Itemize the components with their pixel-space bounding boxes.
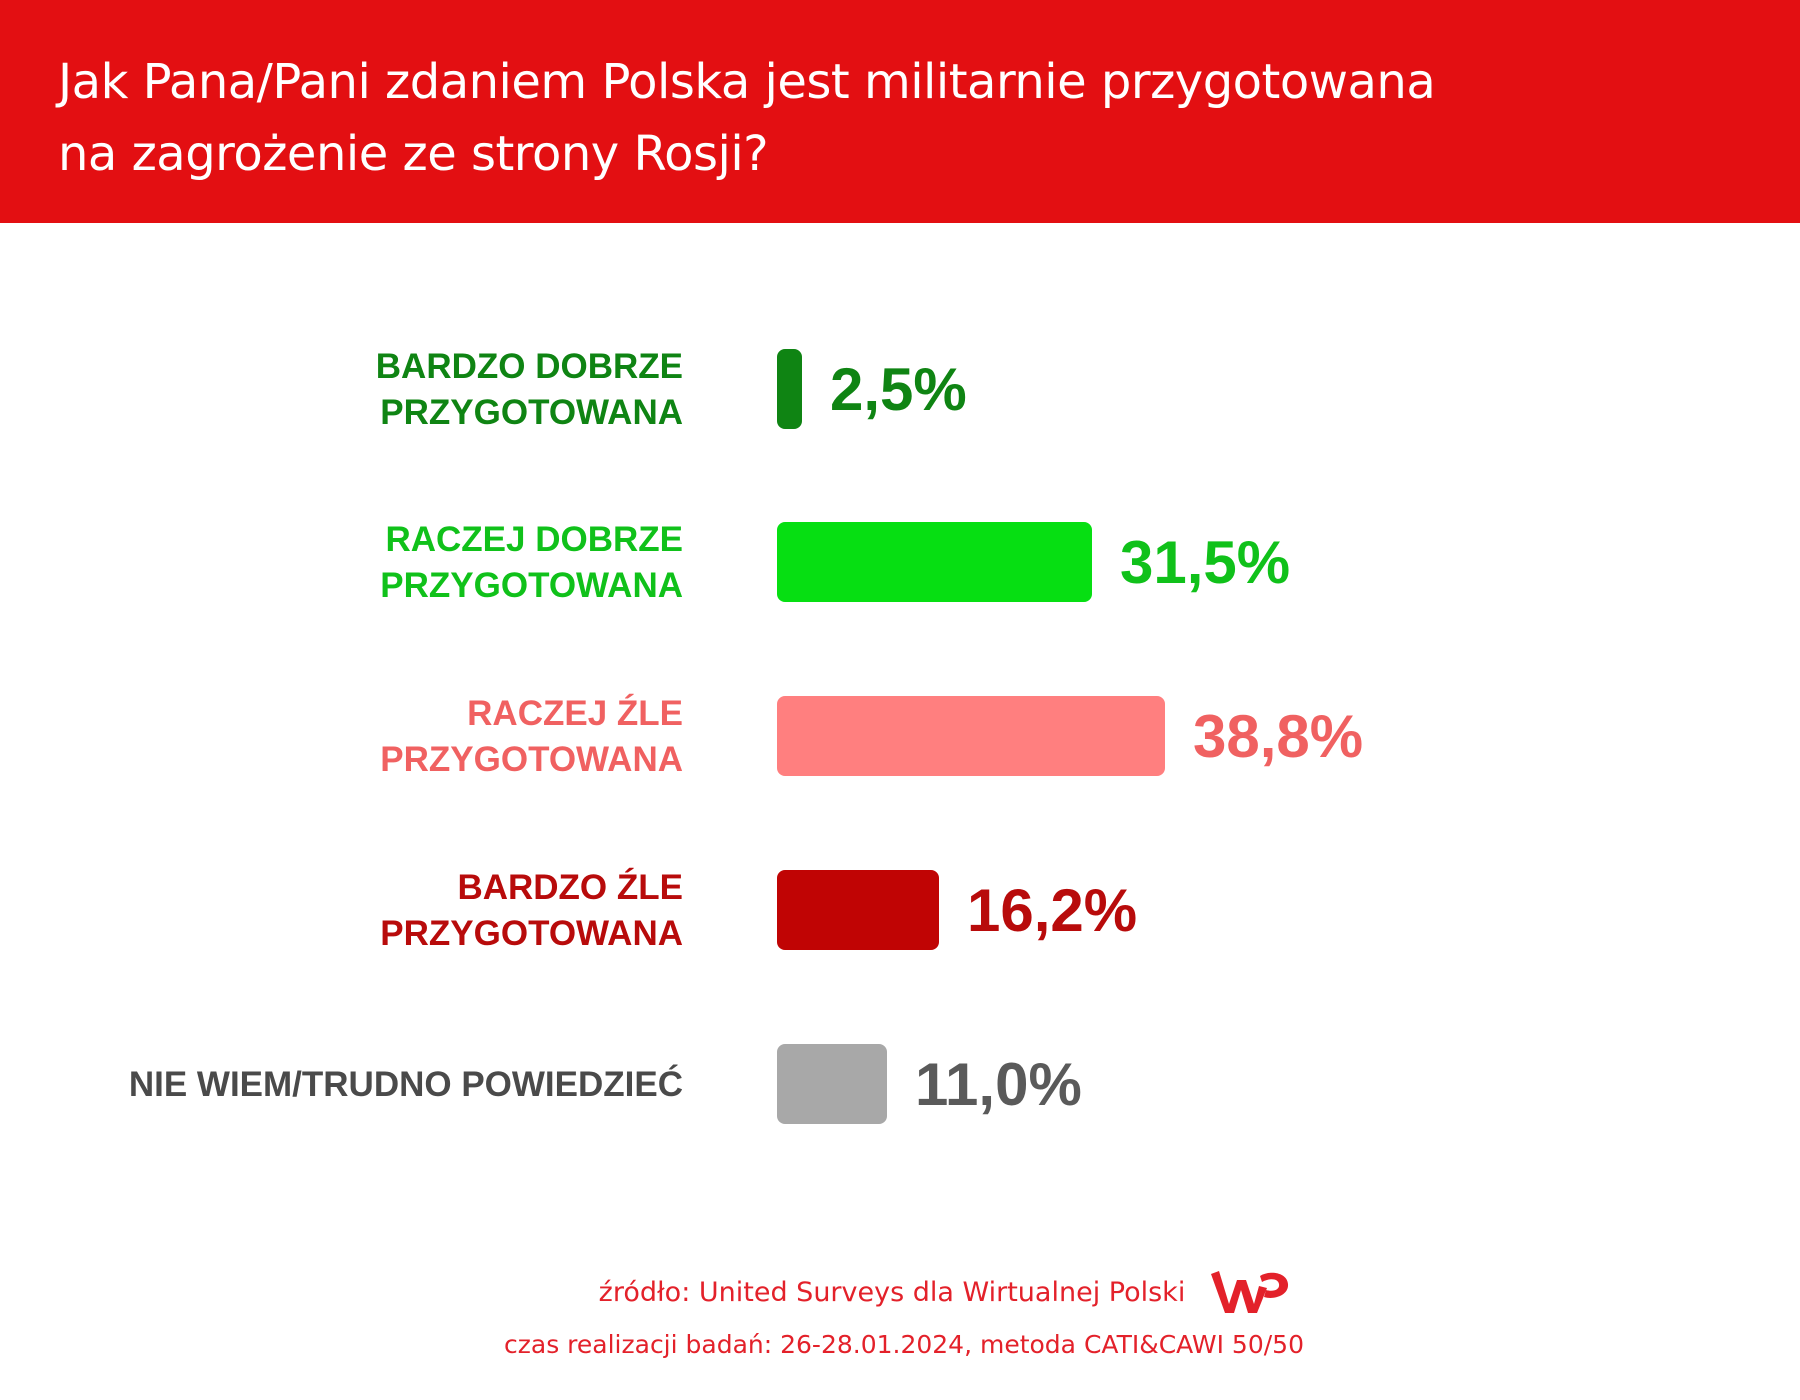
category-label-1-1: PRZYGOTOWANA bbox=[380, 566, 683, 605]
category-label-3-1: PRZYGOTOWANA bbox=[380, 914, 683, 953]
wp-logo bbox=[1211, 1271, 1289, 1313]
chart-title: Jak Pana/Pani zdaniem Polska jest milita… bbox=[58, 46, 1698, 190]
value-label-4: 11,0% bbox=[915, 1051, 1082, 1118]
bar-0 bbox=[777, 349, 802, 429]
value-label-0: 2,5% bbox=[830, 356, 967, 423]
bar-1 bbox=[777, 522, 1092, 602]
category-label-0-1: PRZYGOTOWANA bbox=[380, 393, 683, 432]
value-label-2: 38,8% bbox=[1193, 703, 1363, 770]
category-label-2-0: RACZEJ ŹLE bbox=[467, 693, 683, 733]
bar-2 bbox=[777, 696, 1165, 776]
value-label-3: 16,2% bbox=[967, 877, 1137, 944]
value-label-1: 31,5% bbox=[1120, 529, 1290, 596]
footer: źródło: United Surveys dla Wirtualnej Po… bbox=[0, 1262, 1800, 1359]
category-label-0-0: BARDZO DOBRZE bbox=[376, 347, 683, 386]
bar-3 bbox=[777, 870, 939, 950]
source-line: źródło: United Surveys dla Wirtualnej Po… bbox=[90, 1262, 1800, 1322]
category-label-2-1: PRZYGOTOWANA bbox=[380, 740, 683, 779]
chart-title-line-1: Jak Pana/Pani zdaniem Polska jest milita… bbox=[58, 54, 1436, 110]
category-label-4-0: NIE WIEM/TRUDNO POWIEDZIEĆ bbox=[129, 1064, 683, 1104]
chart-title-line-2: na zagrożenie ze strony Rosji? bbox=[58, 126, 769, 182]
category-label-3-0: BARDZO ŹLE bbox=[457, 867, 683, 907]
method-text: czas realizacji badań: 26-28.01.2024, me… bbox=[504, 1330, 1304, 1359]
source-text: źródło: United Surveys dla Wirtualnej Po… bbox=[598, 1276, 1186, 1308]
header-banner: Jak Pana/Pani zdaniem Polska jest milita… bbox=[0, 0, 1800, 223]
bar-4 bbox=[777, 1044, 887, 1124]
category-label-1-0: RACZEJ DOBRZE bbox=[385, 520, 683, 559]
